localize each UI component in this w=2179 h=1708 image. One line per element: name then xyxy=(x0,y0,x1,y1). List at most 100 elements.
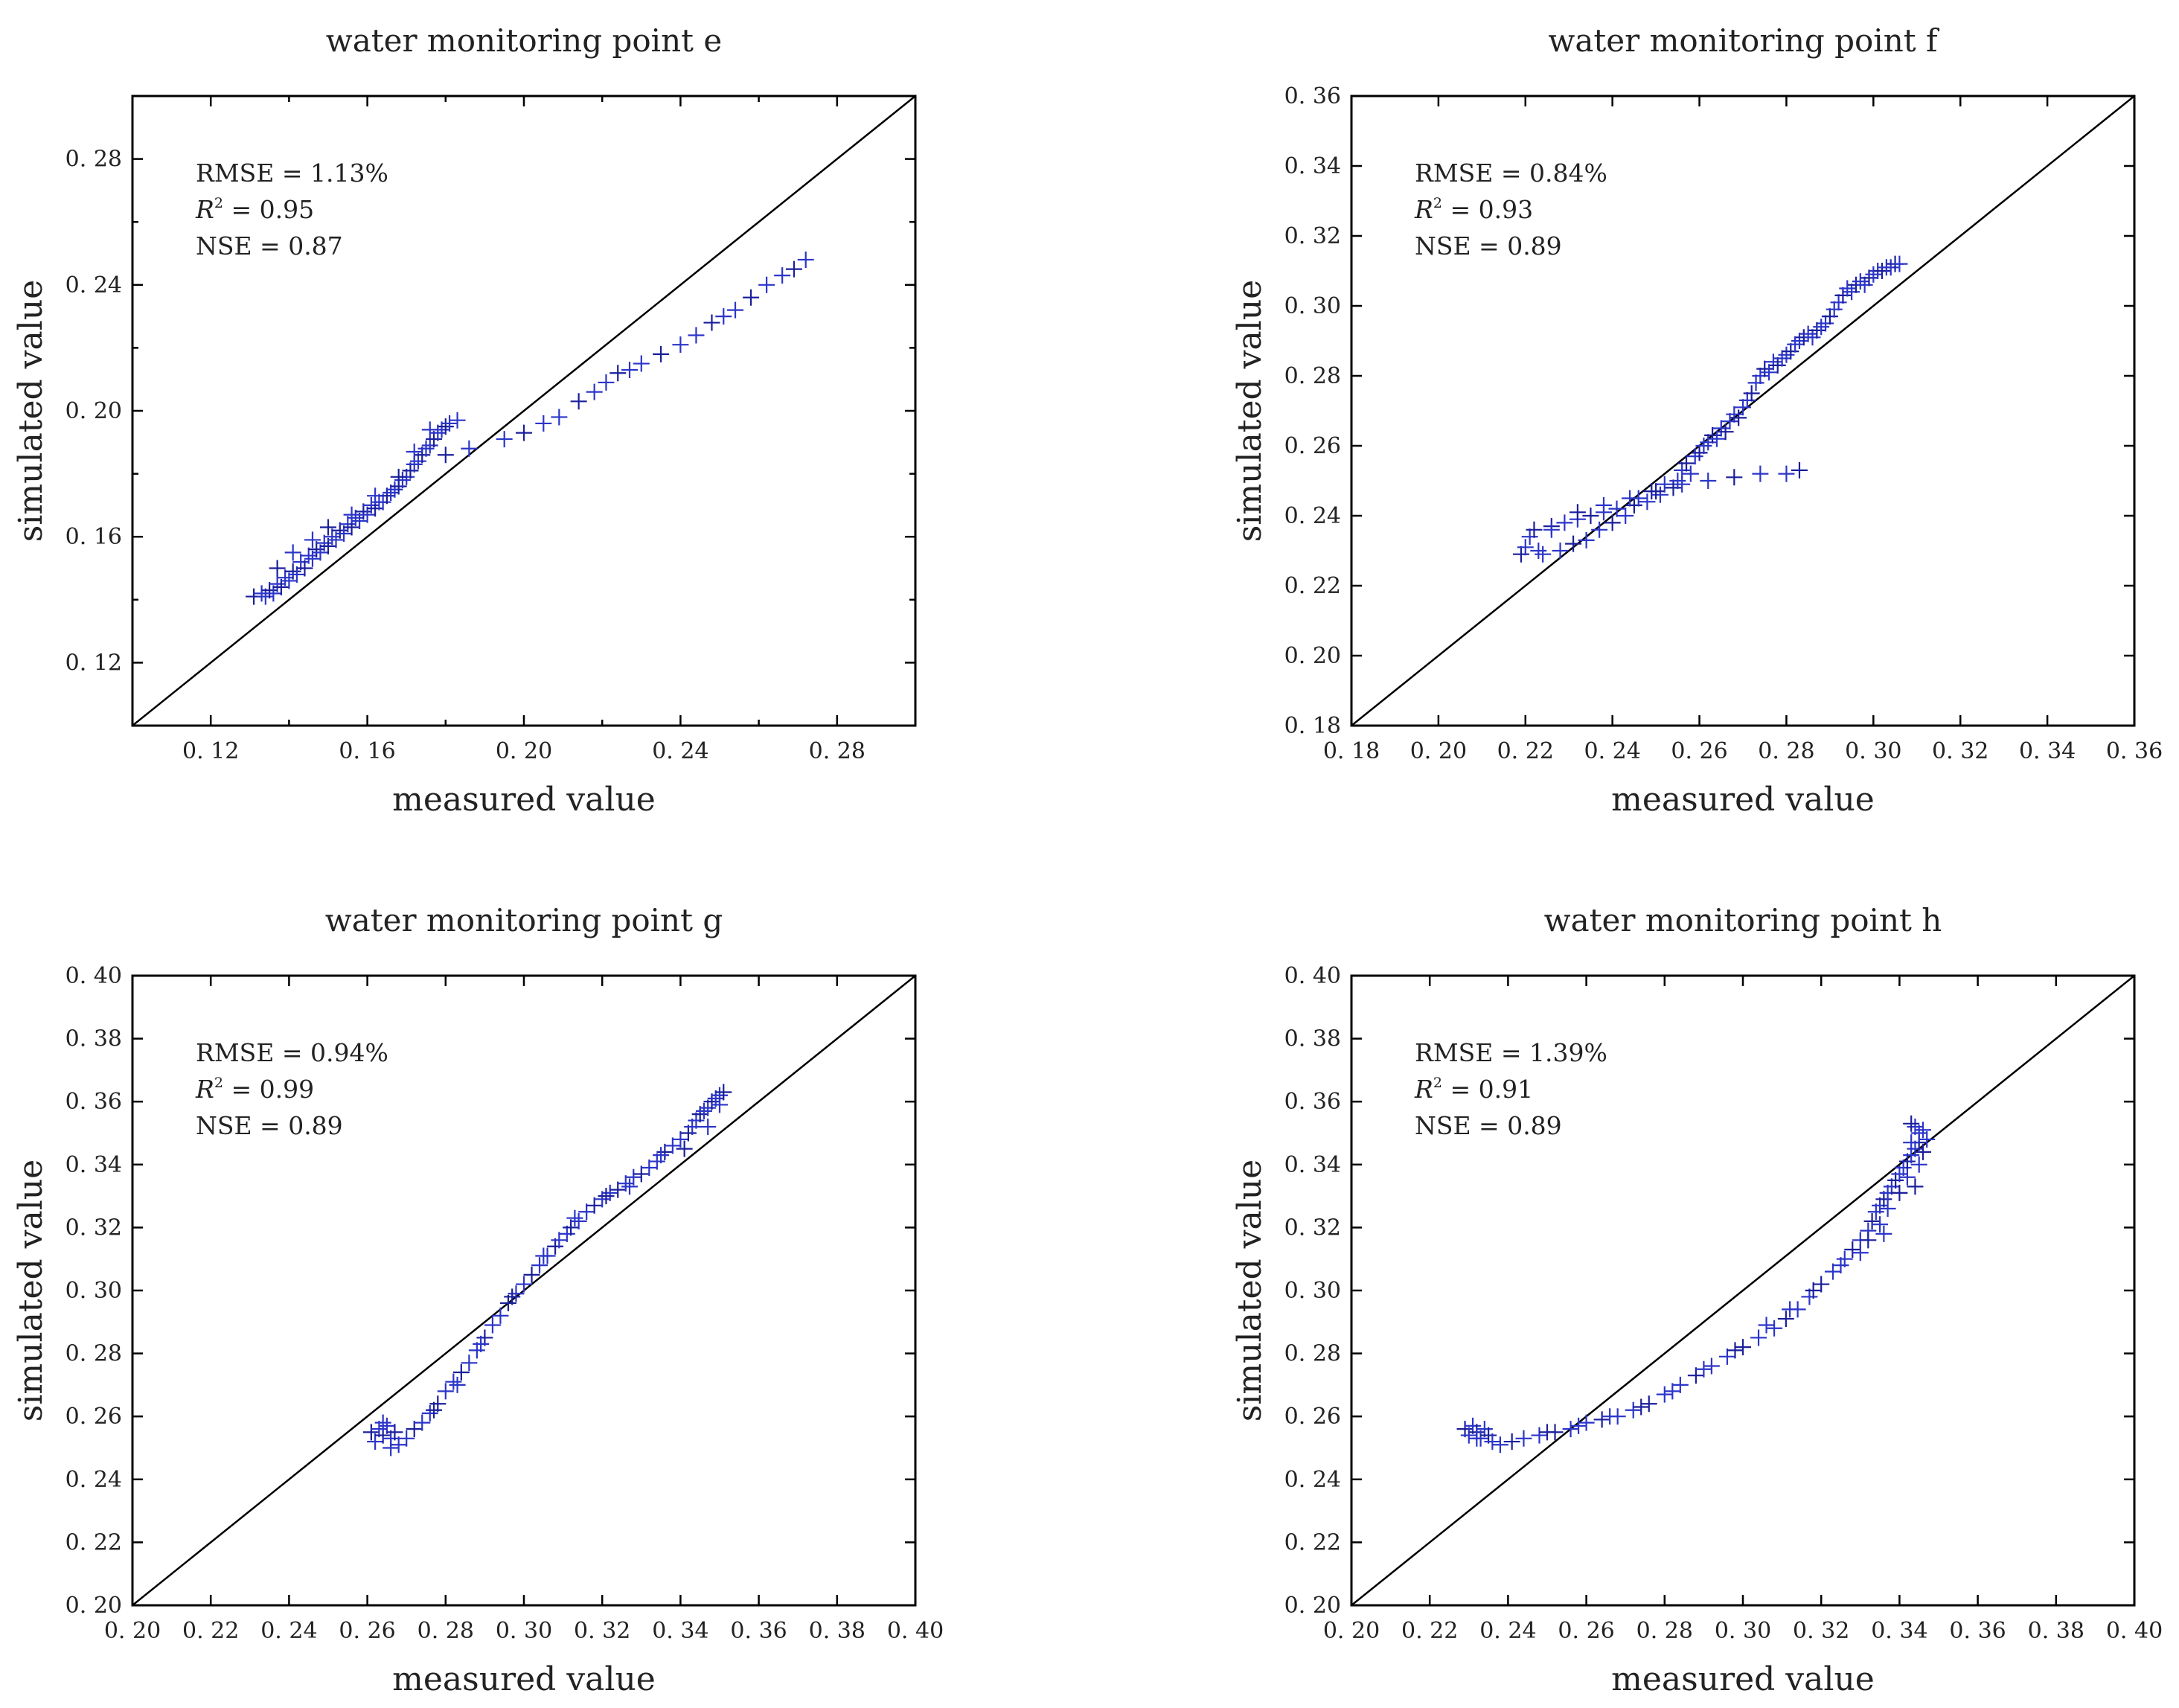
x-tick-label: 0. 28 xyxy=(417,1618,474,1644)
data-point xyxy=(1491,1436,1508,1453)
data-point xyxy=(484,1317,501,1334)
panel-e-y-axis-label: simulated value xyxy=(12,280,50,542)
data-point xyxy=(1735,1339,1751,1356)
r2-symbol: R xyxy=(195,195,214,224)
panel-f-nse-text: NSE = 0.89 xyxy=(1415,231,1562,260)
data-point xyxy=(324,528,341,546)
data-point xyxy=(1721,413,1738,430)
data-point xyxy=(1750,1329,1767,1346)
data-point xyxy=(563,1219,580,1236)
data-point xyxy=(383,1439,400,1456)
data-point xyxy=(421,1404,438,1421)
data-point xyxy=(1712,420,1730,437)
data-point xyxy=(1910,1125,1927,1142)
data-point xyxy=(1804,329,1821,346)
panel-g-data-points xyxy=(362,1084,732,1456)
data-point xyxy=(1764,354,1782,371)
data-point xyxy=(1782,1301,1799,1318)
data-point xyxy=(1512,546,1529,563)
x-tick-label: 0. 20 xyxy=(1323,1618,1380,1644)
panel-h-r2-text: R2 = 0.91 xyxy=(1414,1075,1533,1104)
data-point xyxy=(1867,1203,1884,1221)
data-point xyxy=(437,418,454,435)
data-point xyxy=(1480,1427,1497,1444)
y-tick-label: 0. 20 xyxy=(1284,1593,1341,1619)
panel-e-title: water monitoring point e xyxy=(326,22,722,59)
data-point xyxy=(676,1140,693,1157)
data-point xyxy=(331,522,348,539)
data-point xyxy=(1773,350,1791,367)
data-point xyxy=(386,1424,403,1441)
data-point xyxy=(508,1285,525,1302)
data-point xyxy=(547,1238,564,1255)
data-point xyxy=(406,1421,423,1438)
data-point xyxy=(359,506,376,523)
data-point xyxy=(1766,1320,1783,1337)
x-tick-label: 0. 30 xyxy=(496,1618,552,1644)
data-point xyxy=(288,566,305,583)
data-point xyxy=(1578,1414,1595,1431)
data-point xyxy=(598,1188,615,1205)
data-point xyxy=(1758,1317,1775,1334)
data-point xyxy=(1813,319,1830,336)
data-point xyxy=(1791,461,1808,479)
data-point xyxy=(1543,521,1560,538)
y-tick-label: 0. 24 xyxy=(1284,503,1341,529)
data-point xyxy=(1860,269,1878,287)
x-tick-label: 0. 26 xyxy=(1671,738,1727,764)
data-point xyxy=(1747,374,1764,391)
data-point xyxy=(383,484,400,501)
data-point xyxy=(355,503,372,520)
data-point xyxy=(1700,434,1717,451)
data-point xyxy=(461,440,478,457)
r2-exponent: 2 xyxy=(214,195,223,211)
r2-symbol: R xyxy=(1414,1075,1433,1104)
data-point xyxy=(1602,1408,1619,1425)
panel-h: water monitoring point h 0. 20 0. 22 0. 24 0… xyxy=(1231,902,2163,1698)
data-point xyxy=(1898,1168,1916,1186)
data-point xyxy=(715,308,732,325)
data-point xyxy=(684,1119,701,1136)
data-point xyxy=(304,550,321,567)
r2-symbol: R xyxy=(1414,195,1433,224)
x-tick-label: 0. 12 xyxy=(182,738,239,764)
panel-g-r2-text: R2 = 0.99 xyxy=(195,1075,314,1104)
data-point xyxy=(1852,273,1869,290)
x-tick-label: 0. 24 xyxy=(1479,1618,1536,1644)
panel-h-y-axis-label: simulated value xyxy=(1231,1160,1269,1421)
x-tick-label: 0. 24 xyxy=(1584,738,1640,764)
data-point xyxy=(1687,1367,1704,1384)
data-point xyxy=(1521,528,1538,546)
data-point xyxy=(1843,284,1860,301)
data-point xyxy=(452,1363,470,1381)
data-point xyxy=(265,585,282,602)
y-tick-label: 0. 32 xyxy=(1284,1215,1341,1241)
data-point xyxy=(1718,1348,1735,1365)
x-tick-label: 0. 34 xyxy=(2019,738,2076,764)
data-point xyxy=(1778,465,1795,482)
data-point xyxy=(1708,430,1725,447)
data-point xyxy=(1582,508,1599,524)
data-point xyxy=(1569,504,1586,521)
data-point xyxy=(1735,399,1751,416)
data-point xyxy=(1503,1433,1520,1450)
data-point xyxy=(1907,1178,1924,1195)
data-point xyxy=(703,314,720,331)
data-point xyxy=(594,1191,611,1208)
data-point xyxy=(707,1090,724,1107)
y-tick-label: 0. 22 xyxy=(65,1529,122,1555)
data-point xyxy=(1640,1395,1657,1413)
data-point xyxy=(535,1247,552,1264)
data-point xyxy=(414,1414,431,1431)
data-point xyxy=(402,462,419,479)
data-point xyxy=(374,1414,391,1431)
data-point xyxy=(296,560,313,577)
data-point xyxy=(633,1165,650,1183)
x-tick-label: 0. 16 xyxy=(339,738,395,764)
data-point xyxy=(1821,308,1838,325)
data-point xyxy=(1539,1424,1555,1441)
r2-value: = 0.93 xyxy=(1442,195,1533,224)
data-point xyxy=(284,544,301,561)
r2-exponent: 2 xyxy=(214,1075,223,1091)
panel-f-rmse-text: RMSE = 0.84% xyxy=(1415,159,1607,188)
